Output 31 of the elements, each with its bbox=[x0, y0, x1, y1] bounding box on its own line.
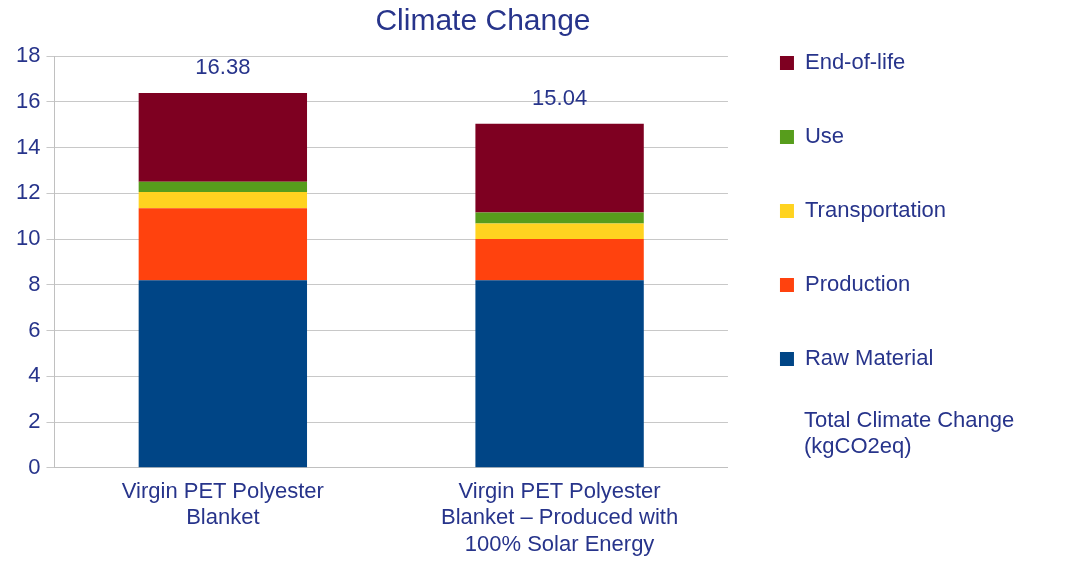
y-tick-label: 14 bbox=[15, 133, 41, 159]
y-tick-label: 4 bbox=[28, 362, 41, 388]
y-tick-label: 2 bbox=[28, 408, 41, 434]
y-tick-label: 0 bbox=[28, 453, 41, 479]
y-tick-label: 12 bbox=[15, 179, 41, 205]
bar bbox=[138, 280, 308, 468]
bar bbox=[475, 280, 644, 468]
legend-label: Use bbox=[804, 123, 845, 149]
x-tick-label: Virgin PET Polyester Blanket – Produced with 100% Solar Energy bbox=[440, 478, 679, 556]
bar bbox=[138, 192, 308, 209]
bar bbox=[138, 93, 308, 182]
bar bbox=[475, 239, 644, 281]
y-tick-label: 10 bbox=[15, 225, 41, 251]
legend-label: Production bbox=[804, 271, 911, 297]
bar bbox=[475, 123, 644, 213]
bar bbox=[138, 208, 308, 281]
legend-label: End-of-life bbox=[804, 49, 906, 75]
bar bbox=[475, 223, 644, 240]
x-tick-label: Virgin PET Polyester Blanket bbox=[121, 478, 324, 530]
legend-label: Transportation bbox=[804, 197, 947, 223]
text: Total Climate Change (kgCO2eq) bbox=[803, 407, 1015, 459]
total-label: 16.38 bbox=[195, 54, 251, 80]
y-tick-label: 16 bbox=[15, 87, 41, 113]
total-label: 15.04 bbox=[532, 84, 588, 110]
y-tick-label: 8 bbox=[28, 270, 41, 296]
legend-label: Raw Material bbox=[804, 345, 934, 371]
y-tick-label: 18 bbox=[15, 42, 41, 68]
chart-title: Climate Change bbox=[375, 3, 591, 37]
bar bbox=[475, 212, 644, 224]
y-tick-label: 6 bbox=[28, 316, 41, 342]
bar bbox=[138, 181, 308, 193]
